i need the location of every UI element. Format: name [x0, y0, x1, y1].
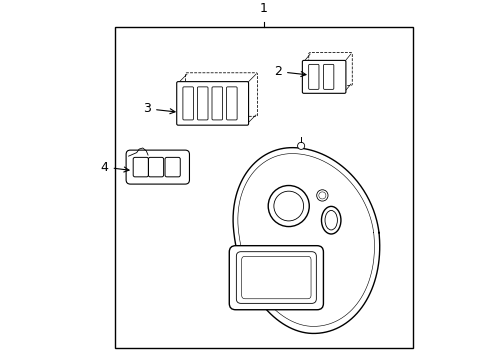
Ellipse shape — [321, 206, 340, 234]
FancyBboxPatch shape — [126, 150, 189, 184]
Circle shape — [267, 185, 308, 226]
Circle shape — [297, 142, 304, 149]
FancyBboxPatch shape — [229, 246, 323, 310]
Text: 3: 3 — [143, 102, 175, 115]
FancyBboxPatch shape — [176, 82, 248, 125]
FancyBboxPatch shape — [302, 60, 345, 93]
Text: 4: 4 — [101, 161, 129, 174]
Text: 2: 2 — [274, 65, 305, 78]
Bar — [115, 27, 412, 348]
Text: 1: 1 — [260, 2, 267, 15]
